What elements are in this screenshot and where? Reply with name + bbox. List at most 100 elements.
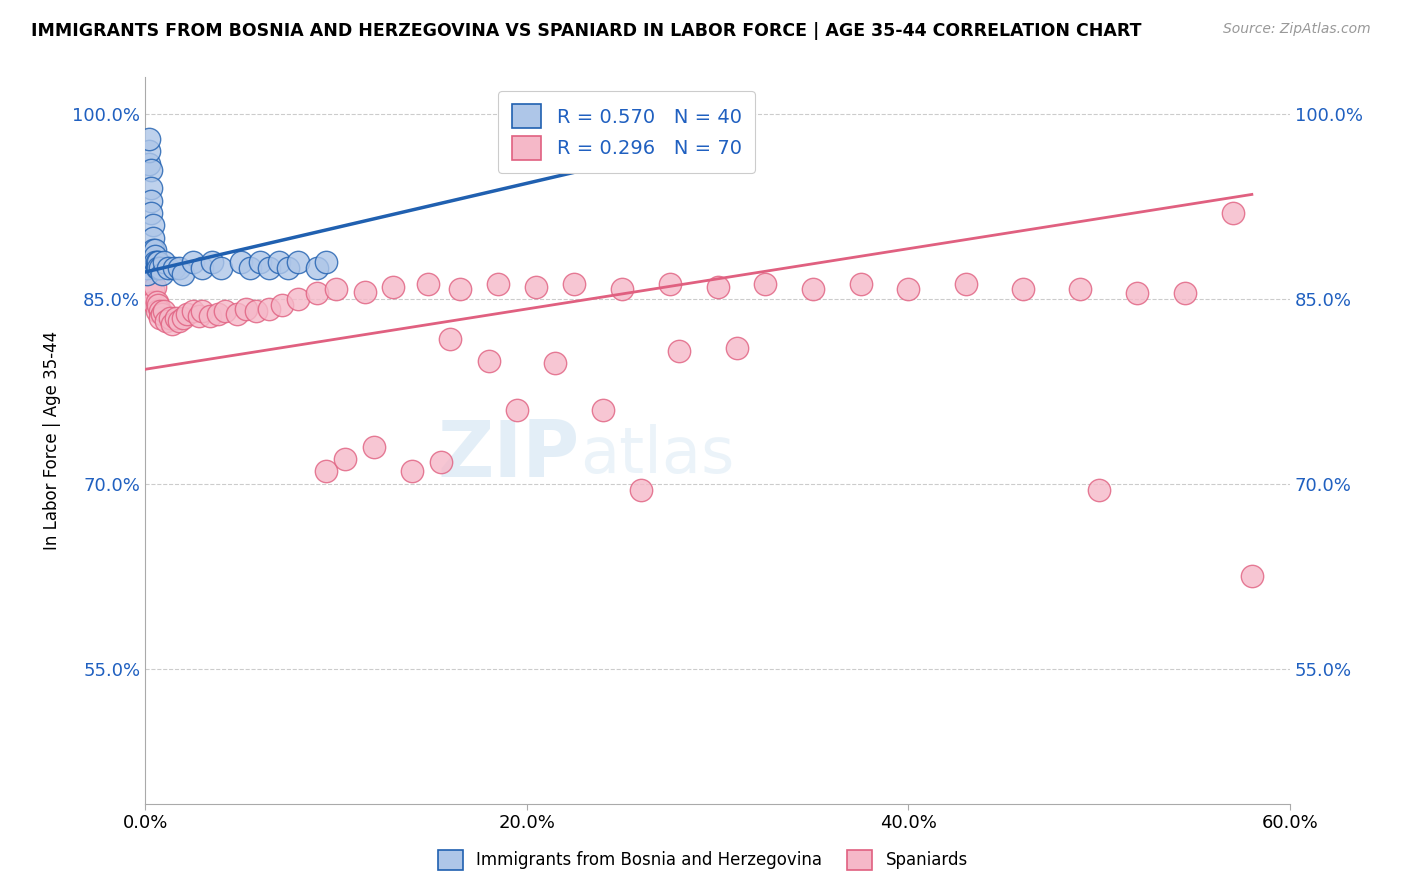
Point — [169, 261, 191, 276]
Point — [165, 310, 187, 325]
Point — [145, 294, 167, 309]
Point — [416, 277, 439, 292]
Point — [239, 261, 262, 276]
Point — [201, 255, 224, 269]
Point — [139, 162, 162, 177]
Point — [138, 132, 160, 146]
Point — [267, 255, 290, 269]
Point — [1222, 206, 1244, 220]
Point — [142, 243, 165, 257]
Point — [150, 307, 173, 321]
Point — [1088, 483, 1111, 497]
Text: atlas: atlas — [581, 425, 734, 486]
Point — [143, 255, 166, 269]
Point — [181, 255, 204, 269]
Point — [235, 301, 257, 316]
Point — [163, 261, 186, 276]
Text: IMMIGRANTS FROM BOSNIA AND HERZEGOVINA VS SPANIARD IN LABOR FORCE | AGE 35-44 CO: IMMIGRANTS FROM BOSNIA AND HERZEGOVINA V… — [31, 22, 1142, 40]
Point — [439, 331, 461, 345]
Point — [544, 356, 567, 370]
Point — [353, 285, 375, 299]
Point — [249, 255, 271, 269]
Point — [1174, 285, 1197, 300]
Point — [849, 277, 872, 292]
Point — [155, 314, 177, 328]
Point — [225, 307, 247, 321]
Point — [142, 282, 165, 296]
Point — [139, 181, 162, 195]
Point — [315, 255, 337, 269]
Point — [145, 255, 167, 269]
Point — [630, 483, 652, 497]
Point — [1069, 282, 1091, 296]
Point — [153, 255, 176, 269]
Point — [145, 304, 167, 318]
Text: ZIP: ZIP — [437, 417, 581, 493]
Point — [335, 452, 357, 467]
Point — [172, 268, 194, 282]
Point — [156, 261, 179, 276]
Point — [136, 255, 159, 269]
Point — [142, 294, 165, 309]
Point — [658, 277, 681, 292]
Point — [138, 156, 160, 170]
Point — [287, 255, 309, 269]
Point — [524, 280, 547, 294]
Point — [181, 304, 204, 318]
Point — [136, 258, 159, 272]
Point — [257, 301, 280, 316]
Point — [148, 255, 170, 269]
Point — [160, 317, 183, 331]
Point — [139, 285, 162, 300]
Point — [325, 282, 347, 296]
Point — [172, 310, 194, 325]
Point — [245, 304, 267, 318]
Point — [430, 455, 453, 469]
Text: Source: ZipAtlas.com: Source: ZipAtlas.com — [1223, 22, 1371, 37]
Point — [363, 440, 385, 454]
Point — [169, 314, 191, 328]
Point — [382, 280, 405, 294]
Point — [1126, 285, 1149, 300]
Point — [153, 304, 176, 318]
Point — [148, 261, 170, 276]
Point — [564, 277, 586, 292]
Point — [955, 277, 977, 292]
Point — [143, 280, 166, 294]
Point — [191, 304, 214, 318]
Point — [897, 282, 920, 296]
Point — [145, 261, 167, 276]
Point — [139, 206, 162, 220]
Point — [149, 261, 172, 276]
Point — [305, 261, 328, 276]
Point — [176, 307, 198, 321]
Point — [592, 403, 614, 417]
Point — [142, 218, 165, 232]
Point — [148, 298, 170, 312]
Point — [143, 243, 166, 257]
Point — [305, 285, 328, 300]
Point — [486, 277, 509, 292]
Point — [139, 194, 162, 208]
Point — [477, 353, 499, 368]
Point — [149, 304, 172, 318]
Legend: R = 0.570   N = 40, R = 0.296   N = 70: R = 0.570 N = 40, R = 0.296 N = 70 — [498, 91, 755, 173]
Point — [159, 310, 181, 325]
Point — [191, 261, 214, 276]
Legend: Immigrants from Bosnia and Herzegovina, Spaniards: Immigrants from Bosnia and Herzegovina, … — [432, 843, 974, 877]
Point — [610, 282, 633, 296]
Point — [725, 342, 748, 356]
Point — [449, 282, 471, 296]
Point — [139, 274, 162, 288]
Point — [277, 261, 299, 276]
Point — [754, 277, 776, 292]
Point — [1012, 282, 1035, 296]
Point — [257, 261, 280, 276]
Point — [229, 255, 252, 269]
Point — [198, 310, 221, 324]
Point — [315, 465, 337, 479]
Point — [401, 465, 423, 479]
Y-axis label: In Labor Force | Age 35-44: In Labor Force | Age 35-44 — [44, 331, 60, 550]
Point — [138, 268, 160, 282]
Point — [138, 145, 160, 159]
